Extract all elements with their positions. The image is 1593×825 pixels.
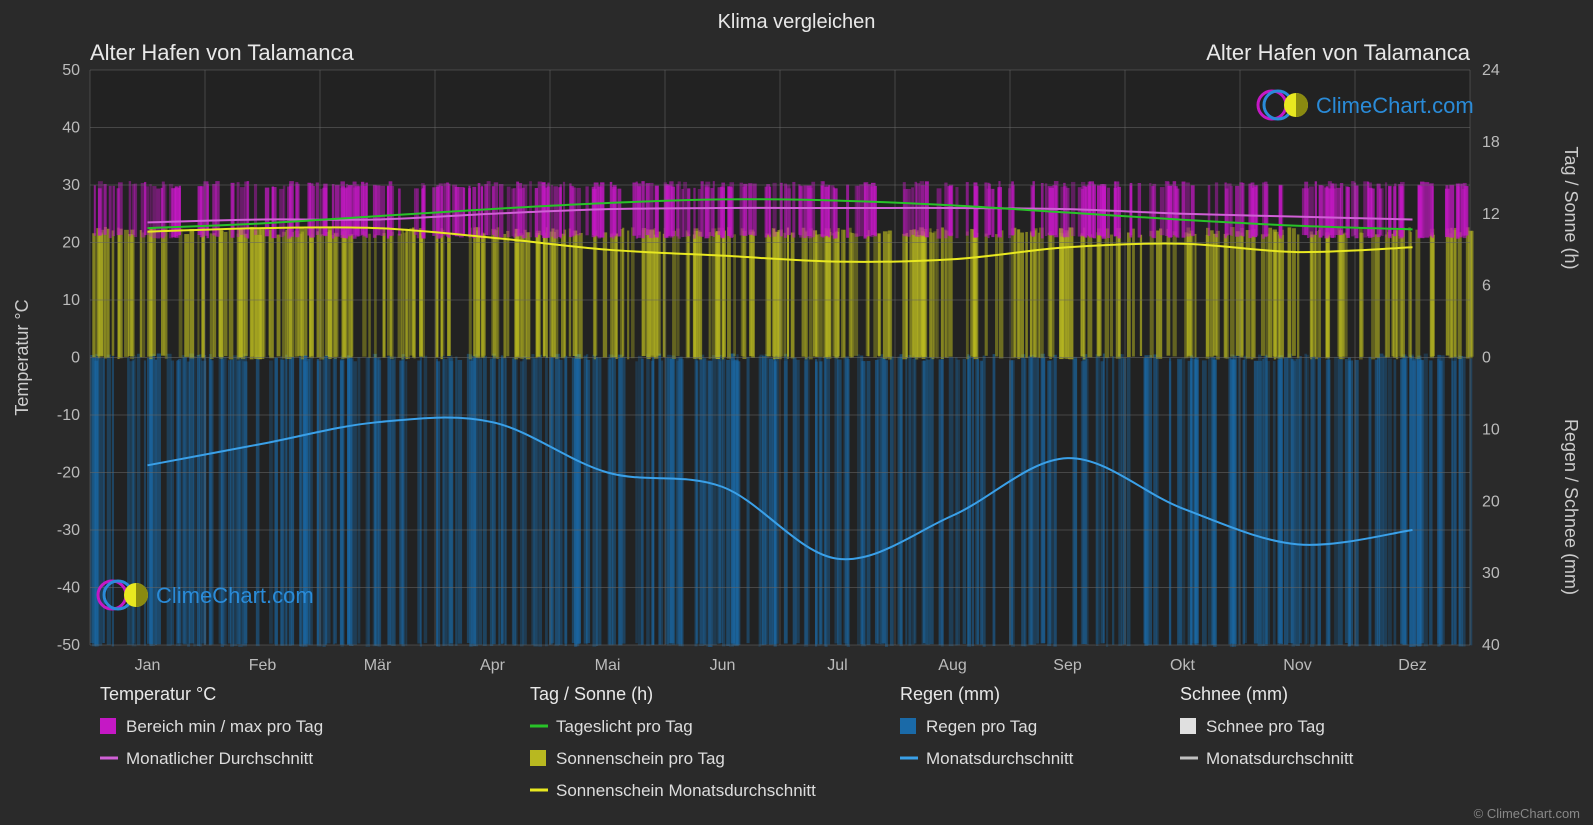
- legend-swatch-box: [530, 750, 546, 766]
- ytick-right-bot: 30: [1482, 565, 1500, 582]
- month-label: Nov: [1283, 657, 1311, 674]
- ytick-left: -10: [57, 407, 80, 424]
- month-label: Sep: [1053, 657, 1082, 674]
- chart-root: -50 -40 -30 -20 -10 0 10 20 30 40 50 0 6 12 18 24 10 20 30…: [0, 0, 1593, 825]
- ytick-left: 10: [62, 292, 80, 309]
- legend-swatch-box: [1180, 718, 1196, 734]
- legend-header: Temperatur °C: [100, 684, 216, 704]
- ytick-left: 30: [62, 177, 80, 194]
- legend-label: Bereich min / max pro Tag: [126, 717, 323, 736]
- legend-header: Schnee (mm): [1180, 684, 1288, 704]
- ytick-right-top: 12: [1482, 206, 1500, 223]
- month-label: Feb: [249, 657, 277, 674]
- ytick-right-top: 24: [1482, 62, 1500, 79]
- month-label: Aug: [938, 657, 966, 674]
- ytick-right-bot: 40: [1482, 637, 1500, 654]
- ytick-left: 20: [62, 235, 80, 252]
- ytick-right-top: 18: [1482, 134, 1500, 151]
- ytick-right-top: 6: [1482, 278, 1491, 295]
- month-label: Okt: [1170, 657, 1195, 674]
- legend-swatch-box: [900, 718, 916, 734]
- legend-label: Regen pro Tag: [926, 717, 1037, 736]
- location-right: Alter Hafen von Talamanca: [1206, 40, 1471, 65]
- legend-header: Tag / Sonne (h): [530, 684, 653, 704]
- ylabel-right-top: Tag / Sonne (h): [1561, 146, 1581, 269]
- legend-label: Sonnenschein pro Tag: [556, 749, 725, 768]
- ytick-left: -40: [57, 580, 80, 597]
- ytick-right-top: 0: [1482, 350, 1491, 367]
- month-label: Jul: [827, 657, 847, 674]
- month-label: Mai: [595, 657, 621, 674]
- location-left: Alter Hafen von Talamanca: [90, 40, 355, 65]
- ylabel-left: Temperatur °C: [12, 299, 32, 415]
- ytick-right-bot: 20: [1482, 493, 1500, 510]
- ytick-left: -20: [57, 465, 80, 482]
- legend-label: Sonnenschein Monatsdurchschnitt: [556, 781, 816, 800]
- legend-label: Monatsdurchschnitt: [926, 749, 1074, 768]
- legend-swatch-box: [100, 718, 116, 734]
- month-label: Dez: [1398, 657, 1426, 674]
- ylabel-right-bot: Regen / Schnee (mm): [1561, 419, 1581, 595]
- ytick-right-bot: 10: [1482, 421, 1500, 438]
- copyright: © ClimeChart.com: [1474, 806, 1580, 821]
- legend-label: Schnee pro Tag: [1206, 717, 1325, 736]
- ytick-left: -50: [57, 637, 80, 654]
- ytick-left: 50: [62, 62, 80, 79]
- month-label: Apr: [480, 657, 506, 674]
- legend-label: Tageslicht pro Tag: [556, 717, 693, 736]
- logo-text: ClimeChart.com: [156, 583, 314, 608]
- ytick-left: -30: [57, 522, 80, 539]
- logo-text: ClimeChart.com: [1316, 93, 1474, 118]
- legend-header: Regen (mm): [900, 684, 1000, 704]
- legend-label: Monatlicher Durchschnitt: [126, 749, 313, 768]
- month-label: Jan: [135, 657, 161, 674]
- chart-title: Klima vergleichen: [718, 11, 876, 33]
- month-label: Jun: [710, 657, 736, 674]
- ytick-left: 0: [71, 350, 80, 367]
- ytick-left: 40: [62, 120, 80, 137]
- legend-label: Monatsdurchschnitt: [1206, 749, 1354, 768]
- month-label: Mär: [364, 657, 392, 674]
- chart-svg: -50 -40 -30 -20 -10 0 10 20 30 40 50 0 6 12 18 24 10 20 30…: [0, 0, 1593, 825]
- sunshine-band: [92, 227, 1473, 359]
